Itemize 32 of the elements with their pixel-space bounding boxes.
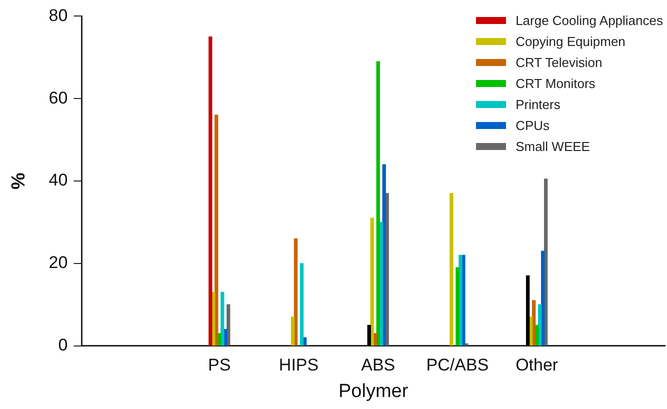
bar bbox=[290, 316, 295, 346]
x-tick-label: HIPS bbox=[278, 356, 319, 375]
y-tick-label: 20 bbox=[48, 253, 68, 272]
bar bbox=[456, 267, 460, 346]
legend-label: CRT Television bbox=[516, 55, 602, 70]
bar bbox=[367, 324, 371, 346]
bar bbox=[214, 114, 218, 346]
legend-label: Small WEEE bbox=[516, 139, 590, 154]
bar bbox=[208, 36, 212, 346]
bar bbox=[541, 250, 545, 346]
bar bbox=[294, 238, 298, 346]
legend-label: CPUs bbox=[516, 118, 550, 133]
y-tick-label: 60 bbox=[48, 88, 68, 108]
bar bbox=[370, 218, 374, 346]
bar bbox=[376, 61, 380, 346]
legend-label: Copying Equipmen bbox=[516, 34, 626, 49]
x-tick-label: PS bbox=[208, 356, 231, 375]
x-tick-label: Other bbox=[516, 356, 558, 375]
y-tick-label: 40 bbox=[48, 170, 68, 190]
bar bbox=[450, 193, 454, 346]
y-tick-label: 0 bbox=[58, 335, 68, 354]
x-axis-title: Polymer bbox=[338, 380, 409, 402]
y-axis-title: % bbox=[8, 172, 30, 190]
legend-label: Large Cooling Appliances bbox=[516, 13, 663, 28]
legend-label: CRT Monitors bbox=[516, 76, 596, 91]
bar bbox=[220, 292, 224, 346]
bar bbox=[300, 263, 304, 346]
bar bbox=[526, 275, 530, 346]
legend-label: Printers bbox=[516, 97, 560, 112]
x-tick-label: PC/ABS bbox=[426, 356, 489, 375]
y-tick-label: 80 bbox=[48, 6, 68, 25]
x-tick-label: ABS bbox=[361, 356, 396, 375]
